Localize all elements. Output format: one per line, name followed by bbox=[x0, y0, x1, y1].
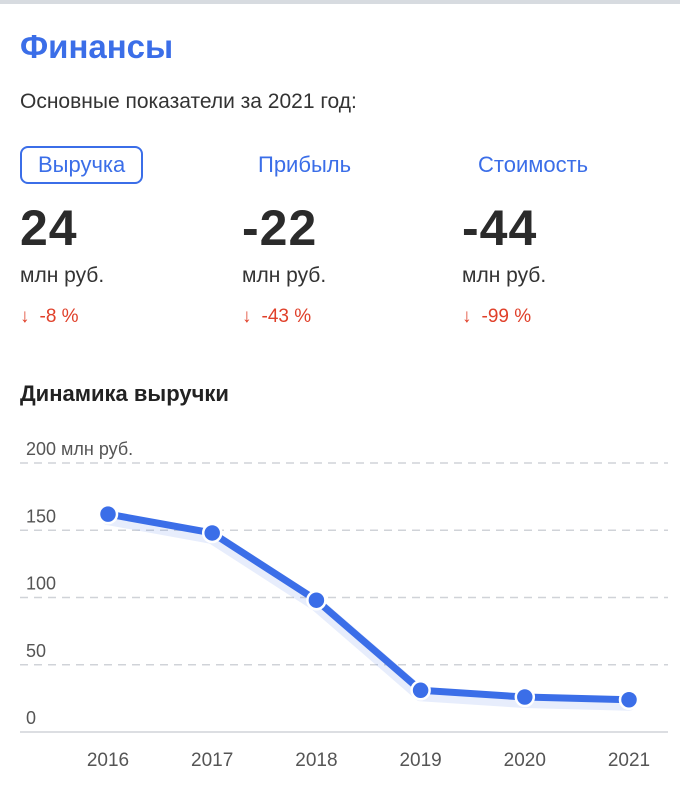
data-point bbox=[410, 680, 431, 701]
data-point bbox=[514, 686, 536, 708]
metrics-row: Выручка 24 млн руб. ↓ -8 % Прибыль -22 мл… bbox=[20, 146, 660, 346]
metric-change-value: -8 % bbox=[39, 306, 79, 327]
page-title: Финансы bbox=[20, 28, 174, 65]
metric-value: -22 bbox=[242, 200, 318, 256]
arrow-down-icon: ↓ bbox=[20, 306, 30, 327]
arrow-down-icon: ↓ bbox=[242, 306, 252, 327]
metric-value: -44 bbox=[462, 200, 538, 256]
y-tick-label: 150 bbox=[26, 506, 56, 526]
metric-revenue: Выручка 24 млн руб. ↓ -8 % bbox=[20, 146, 230, 328]
y-tick-label: 0 bbox=[26, 708, 36, 728]
x-tick-label: 2017 bbox=[191, 750, 233, 771]
page-subtitle: Основные показатели за 2021 год: bbox=[20, 90, 357, 113]
metric-change-value: -43 % bbox=[261, 306, 312, 327]
metric-change: ↓ -8 % bbox=[20, 306, 230, 328]
x-tick-label: 2019 bbox=[399, 750, 441, 771]
metric-value: 24 bbox=[20, 200, 78, 256]
metric-unit: млн руб. bbox=[462, 264, 547, 287]
metric-unit: млн руб. bbox=[242, 264, 327, 287]
top-divider bbox=[0, 0, 680, 4]
metric-profit: Прибыль -22 млн руб. ↓ -43 % bbox=[242, 146, 452, 328]
tab-revenue[interactable]: Выручка bbox=[20, 146, 144, 184]
data-point bbox=[97, 503, 119, 525]
metric-unit: млн руб. bbox=[20, 264, 105, 287]
y-tick-label: 200 млн руб. bbox=[26, 439, 133, 459]
x-tick-label: 2016 bbox=[87, 750, 129, 771]
tab-profit[interactable]: Прибыль bbox=[258, 152, 352, 177]
revenue-line-chart: 0 50 100 150 200 млн руб. 2016 2017 2018 2019 202… bbox=[20, 439, 668, 771]
arrow-down-icon: ↓ bbox=[462, 306, 472, 327]
metric-cost: Стоимость -44 млн руб. ↓ -99 % bbox=[462, 146, 672, 328]
y-tick-label: 50 bbox=[26, 641, 46, 661]
data-point bbox=[201, 522, 223, 544]
tab-cost[interactable]: Стоимость bbox=[478, 152, 589, 177]
x-tick-label: 2021 bbox=[608, 750, 650, 771]
data-point bbox=[618, 689, 640, 710]
data-point bbox=[306, 589, 327, 611]
x-tick-label: 2020 bbox=[504, 750, 546, 771]
metric-change-value: -99 % bbox=[481, 306, 532, 327]
series-line-shadow bbox=[101, 511, 636, 711]
series-line bbox=[104, 510, 633, 704]
chart-title: Динамика выручки bbox=[20, 381, 229, 406]
metric-change: ↓ -99 % bbox=[462, 306, 672, 328]
x-tick-label: 2018 bbox=[295, 750, 337, 771]
y-tick-label: 100 bbox=[26, 574, 56, 594]
metric-change: ↓ -43 % bbox=[242, 306, 452, 328]
